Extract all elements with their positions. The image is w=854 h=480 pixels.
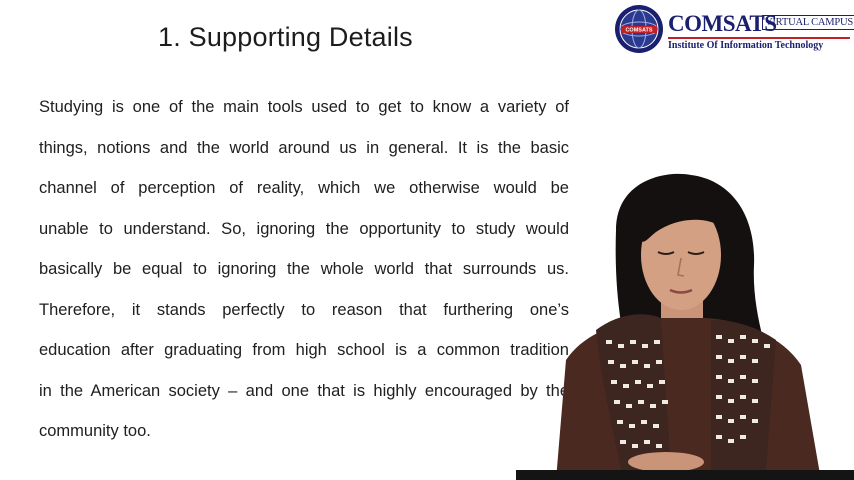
logo-name: COMSATS [668,11,777,36]
body-line: things, notions and the world around us … [39,138,569,157]
body-line: basically be equal to ignoring the whole… [39,260,569,278]
presenter-video-overlay [556,173,821,480]
comsats-logo: COMSATS COMSATS VIRTUAL CAMPUS Institute… [614,4,854,56]
presenter-hands [628,452,704,472]
comsats-seal-icon: COMSATS [615,5,663,53]
svg-text:COMSATS: COMSATS [625,28,652,34]
body-line: Studying is one of the main tools used t… [39,98,569,116]
body-line: unable to understand. So, ignoring the o… [39,219,569,238]
logo-underline [668,37,850,39]
logo-campus-badge: VIRTUAL CAMPUS [762,15,854,30]
body-line: Therefore, it stands perfectly to reason… [39,300,569,319]
slide-title: 1. Supporting Details [158,22,413,52]
body-line: channel of perception of reality, which … [39,179,569,197]
body-line: in the American society – and one that i… [39,381,569,400]
slide-body: Studying is one of the main tools used t… [39,92,569,457]
logo-tagline: Institute Of Information Technology [668,40,824,51]
presenter-scarf-left [596,314,671,470]
body-line: community too. [39,422,151,440]
desk-edge [516,470,854,480]
body-line: education after graduating from high sch… [39,341,569,359]
